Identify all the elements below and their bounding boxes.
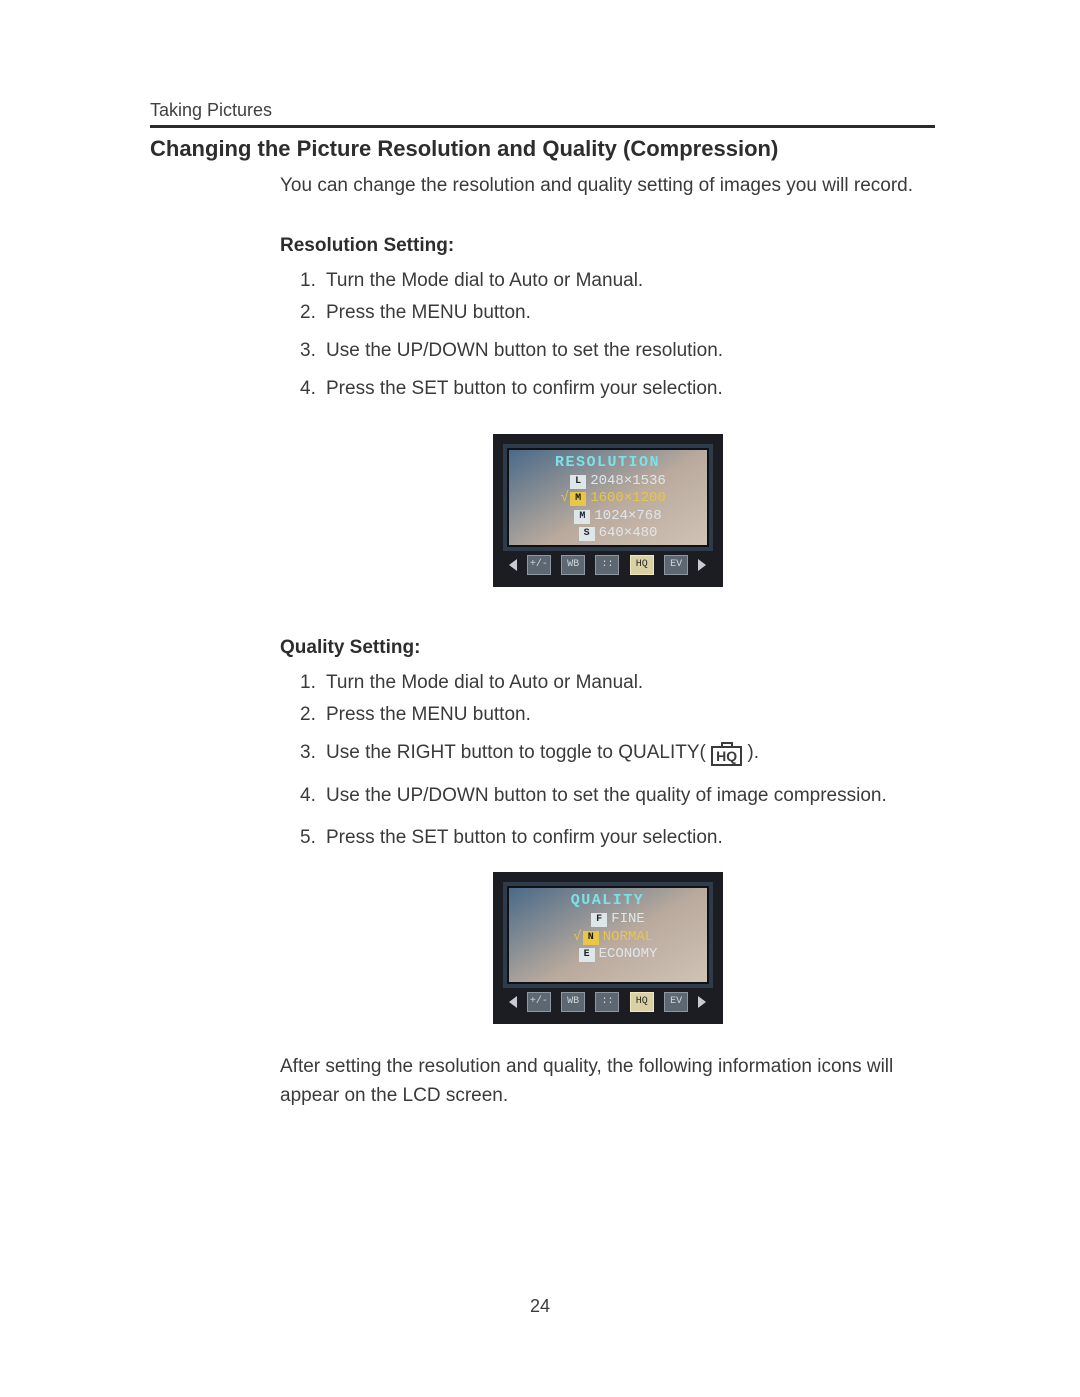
page-title: Changing the Picture Resolution and Qual… <box>150 136 935 162</box>
manual-page: Taking Pictures Changing the Picture Res… <box>0 0 1080 1397</box>
quality-heading: Quality Setting: <box>280 637 935 659</box>
lcd-row: FFINE <box>509 911 707 929</box>
iconbar-cell: :: <box>595 992 619 1012</box>
quality-steps: 1.Turn the Mode dial to Auto or Manual. … <box>280 667 935 854</box>
iconbar-cell: HQ <box>630 555 654 575</box>
iconbar-cell: WB <box>561 555 585 575</box>
step-text: Use the UP/DOWN button to set the qualit… <box>326 785 887 806</box>
step-text: Press the MENU button. <box>326 704 531 725</box>
arrow-left-icon <box>509 559 517 571</box>
hq-icon: HQ <box>711 746 742 766</box>
lcd-row: M1024×768 <box>509 508 707 526</box>
step: 4.Press the SET button to confirm your s… <box>300 373 935 405</box>
step: 5.Press the SET button to confirm your s… <box>300 822 935 854</box>
step-text: Use the RIGHT button to toggle to QUALIT… <box>326 742 711 763</box>
step-text: Turn the Mode dial to Auto or Manual. <box>326 672 643 693</box>
lcd-row: √NNORMAL <box>509 929 707 947</box>
step: 2.Press the MENU button. <box>300 699 935 731</box>
lcd-iconbar: +/- WB :: HQ EV <box>503 551 713 579</box>
breadcrumb: Taking Pictures <box>150 100 935 121</box>
lcd-row: S640×480 <box>509 525 707 543</box>
lcd-title: RESOLUTION <box>509 454 707 471</box>
step: 1.Turn the Mode dial to Auto or Manual. <box>300 667 935 699</box>
step-text: Press the SET button to confirm your sel… <box>326 378 723 399</box>
page-number: 24 <box>0 1296 1080 1317</box>
lcd-row: EECONOMY <box>509 946 707 964</box>
iconbar-cell: EV <box>664 555 688 575</box>
iconbar-cell: HQ <box>630 992 654 1012</box>
step-text: Press the MENU button. <box>326 302 531 323</box>
intro-text: You can change the resolution and qualit… <box>280 172 935 201</box>
arrow-left-icon <box>509 996 517 1008</box>
lcd-frame: QUALITY FFINE √NNORMAL EECONOMY +/- WB :… <box>493 872 723 1024</box>
arrow-right-icon <box>698 996 706 1008</box>
step: 2.Press the MENU button. <box>300 297 935 329</box>
iconbar-cell: +/- <box>527 555 551 575</box>
resolution-steps: 1.Turn the Mode dial to Auto or Manual. … <box>280 265 935 406</box>
quality-lcd-figure: QUALITY FFINE √NNORMAL EECONOMY +/- WB :… <box>280 872 935 1024</box>
step-text: Press the SET button to confirm your sel… <box>326 827 723 848</box>
arrow-right-icon <box>698 559 706 571</box>
step-text: Turn the Mode dial to Auto or Manual. <box>326 270 643 291</box>
divider <box>150 125 935 128</box>
lcd-row: L2048×1536 <box>509 473 707 491</box>
lcd-title: QUALITY <box>509 892 707 909</box>
resolution-lcd-figure: RESOLUTION L2048×1536 √M1600×1200 M1024×… <box>280 434 935 587</box>
lcd-iconbar: +/- WB :: HQ EV <box>503 988 713 1016</box>
resolution-heading: Resolution Setting: <box>280 235 935 257</box>
step: 1.Turn the Mode dial to Auto or Manual. <box>300 265 935 297</box>
iconbar-cell: EV <box>664 992 688 1012</box>
iconbar-cell: WB <box>561 992 585 1012</box>
post-text: After setting the resolution and quality… <box>280 1052 935 1111</box>
step-text: ). <box>742 742 759 763</box>
step: 3.Use the RIGHT button to toggle to QUAL… <box>300 737 935 769</box>
iconbar-cell: +/- <box>527 992 551 1012</box>
step-text: Use the UP/DOWN button to set the resolu… <box>326 340 723 361</box>
lcd-row: √M1600×1200 <box>509 490 707 508</box>
step: 3.Use the UP/DOWN button to set the reso… <box>300 335 935 367</box>
step: 4.Use the UP/DOWN button to set the qual… <box>300 780 935 812</box>
iconbar-cell: :: <box>595 555 619 575</box>
lcd-frame: RESOLUTION L2048×1536 √M1600×1200 M1024×… <box>493 434 723 587</box>
